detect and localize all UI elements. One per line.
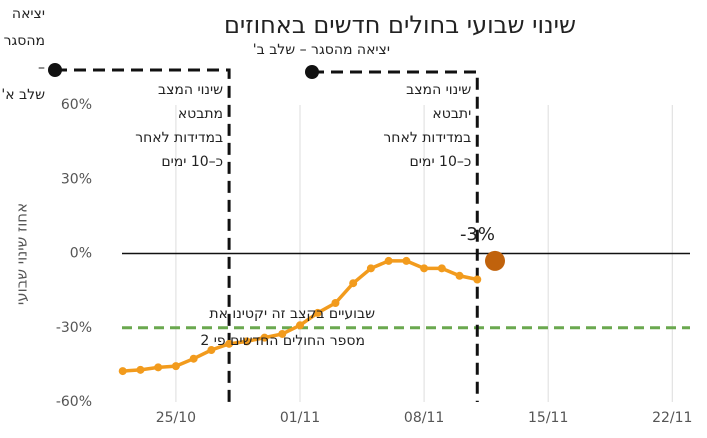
phase-label: יציאה	[12, 6, 45, 22]
chart-title: שינוי שבועי בחולים חדשים באחוזים	[224, 11, 576, 39]
phase-marker	[55, 68, 231, 402]
phase-note: כ–10 ימים	[161, 154, 223, 170]
x-tick-label: 08/11	[404, 410, 444, 426]
y-tick-label: 0%	[70, 246, 92, 262]
phase-label: יציאה מהסגר – שלב ב'	[253, 42, 390, 58]
data-point	[207, 346, 216, 355]
x-tick-label: 25/10	[156, 410, 196, 426]
phase-note: יתבטא	[432, 106, 471, 122]
data-point	[402, 256, 411, 265]
data-point	[296, 321, 304, 330]
data-point	[331, 299, 340, 307]
y-tick-label: -30%	[56, 320, 92, 336]
phase-dot	[48, 63, 62, 77]
data-point	[384, 256, 393, 265]
phase-note: כ–10 ימים	[410, 154, 472, 170]
y-tick-label: 30%	[61, 171, 92, 187]
data-point	[473, 275, 482, 284]
data-point	[349, 279, 358, 288]
data-point	[455, 271, 464, 280]
y-axis-label: אחוז שינוי שבועי	[13, 203, 31, 305]
x-tick-label: 01/11	[280, 410, 320, 426]
data-point	[313, 308, 322, 317]
data-point	[420, 264, 429, 273]
phase-label: –	[38, 60, 45, 76]
phase-note: במדידות לאחר	[383, 130, 471, 146]
phase-label: מהסגר	[4, 33, 45, 49]
phase-marker	[312, 70, 479, 402]
highlight-label: -3%	[460, 224, 495, 245]
phase-note: שינוי המצב	[406, 82, 471, 98]
data-point	[437, 264, 446, 273]
phase-note: מתבטא	[178, 106, 223, 122]
data-point	[260, 333, 269, 342]
data-point	[366, 264, 375, 273]
phase-label: שלב א'	[1, 87, 45, 103]
y-tick-label: -60%	[56, 394, 92, 410]
data-point	[136, 365, 145, 374]
data-point	[242, 337, 251, 346]
target-note: מספר החולים החדשים פי 2	[200, 333, 365, 349]
data-point	[154, 363, 163, 372]
phase-note: שינוי המצב	[158, 82, 223, 98]
phase-note: במדידות לאחר	[135, 130, 223, 146]
data-point	[118, 367, 127, 376]
x-tick-label: 22/11	[652, 410, 692, 426]
data-point	[171, 362, 180, 371]
data-point	[278, 329, 287, 338]
data-point	[225, 339, 234, 348]
y-tick-label: 60%	[61, 97, 92, 113]
phase-dot	[305, 65, 319, 79]
target-note: שבועיים בקצב זה יקטינו את	[209, 306, 375, 322]
data-point	[189, 354, 198, 363]
highlight-point	[485, 250, 505, 271]
x-tick-label: 15/11	[528, 410, 568, 426]
